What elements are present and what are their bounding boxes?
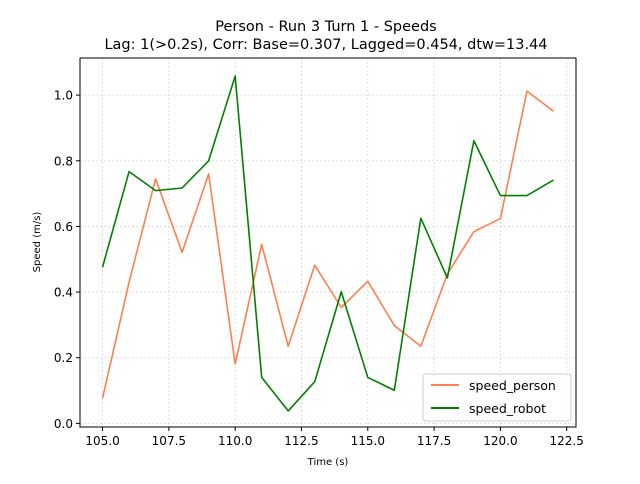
y-tick-label: 0.0	[54, 417, 73, 431]
x-tick-label: 105.0	[85, 434, 119, 448]
x-tick-label: 115.0	[351, 434, 385, 448]
series-lines	[101, 75, 554, 412]
y-tick-label: 0.2	[54, 351, 73, 365]
y-tick-label: 0.4	[54, 286, 73, 300]
series-line-speed-person	[101, 90, 554, 399]
axis-ticks: 105.0 107.5 110.0 112.5 115.0 117.5 120.0 122.5…	[54, 89, 584, 448]
y-tick-label: 0.6	[54, 220, 73, 234]
x-tick-label: 117.5	[417, 434, 451, 448]
x-tick-label: 107.5	[152, 434, 186, 448]
series-line-speed-robot	[101, 75, 554, 412]
chart-title-line1: Person - Run 3 Turn 1 - Speeds	[215, 19, 436, 35]
x-tick-label: 122.5	[550, 434, 584, 448]
x-tick-label: 112.5	[284, 434, 318, 448]
plot-frame	[79, 57, 577, 428]
chart-title-line2: Lag: 1(>0.2s), Corr: Base=0.307, Lagged=…	[104, 37, 547, 53]
x-tick-label: 110.0	[218, 434, 252, 448]
x-axis-label: Time (s)	[307, 457, 349, 468]
grid	[80, 58, 576, 427]
legend-label-speed-person: speed_person	[469, 378, 556, 393]
y-tick-label: 1.0	[54, 89, 73, 103]
x-tick-label: 120.0	[483, 434, 517, 448]
legend: speed_person speed_robot	[422, 373, 572, 422]
y-axis-label: Speed (m/s)	[32, 212, 43, 273]
legend-label-speed-robot: speed_robot	[469, 401, 546, 416]
legend-box	[422, 373, 572, 422]
y-tick-label: 0.8	[54, 154, 73, 168]
